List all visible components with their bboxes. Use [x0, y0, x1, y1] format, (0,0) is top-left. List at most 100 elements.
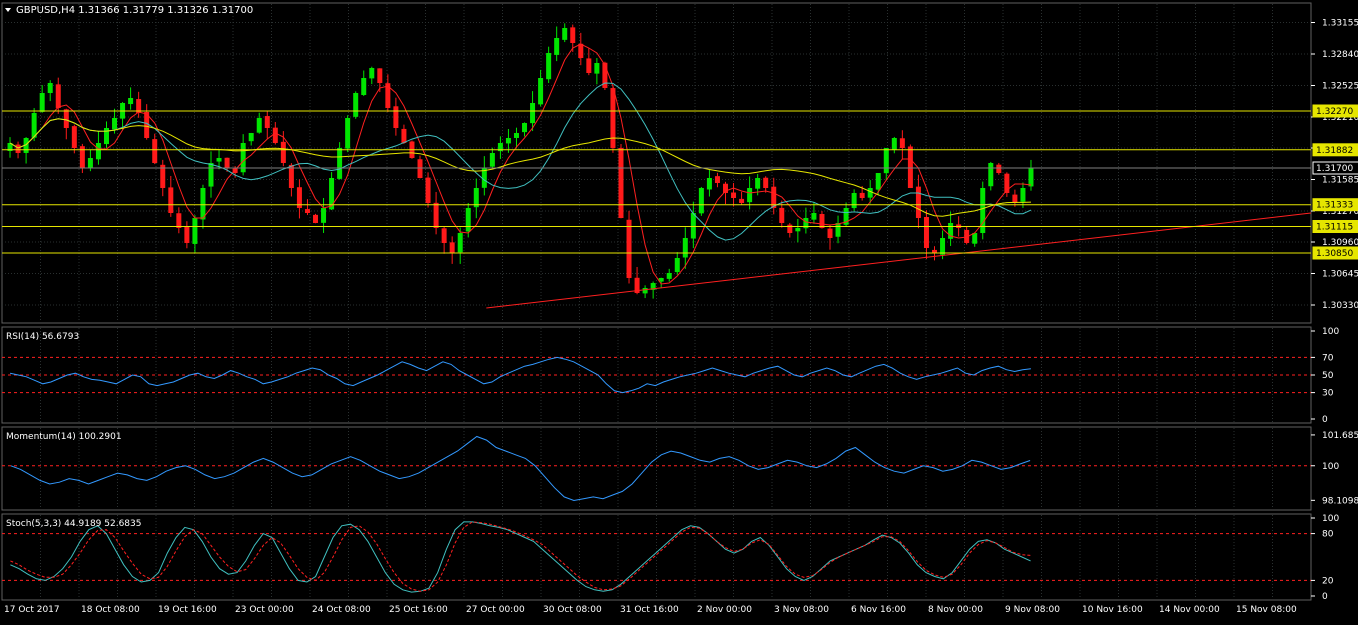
level-price-box	[1312, 220, 1358, 233]
candle-body	[393, 106, 399, 128]
level-price-label: 1.31882	[1316, 146, 1353, 156]
candle-body	[47, 83, 53, 94]
y-tick-label: 98.1098	[1322, 496, 1358, 506]
y-tick-label: 30	[1322, 389, 1334, 399]
triangle-down-icon[interactable]	[5, 8, 11, 12]
candle-body	[505, 138, 511, 144]
candle-body	[771, 186, 777, 208]
x-tick-label: 14 Nov 00:00	[1159, 605, 1220, 615]
candle-body	[449, 242, 455, 253]
candle-body	[441, 228, 447, 243]
stochastic-pane[interactable]: 100 80 20 0	[1, 513, 1339, 602]
y-tick-label: 1.31270	[1322, 207, 1358, 217]
candle-body	[304, 209, 310, 213]
candle-body	[184, 226, 190, 243]
candle-body	[71, 126, 77, 148]
candle-body	[465, 208, 471, 232]
candle-body	[313, 214, 319, 223]
candle-body	[634, 277, 640, 293]
candle-body	[811, 213, 817, 220]
candle-body	[883, 148, 889, 174]
candle-body	[128, 98, 134, 105]
candle-body	[988, 163, 994, 187]
candle-body	[690, 213, 696, 239]
x-tick-label: 3 Nov 08:00	[774, 605, 829, 615]
mom-frame	[1, 426, 1312, 511]
y-tick-label: 1.30645	[1322, 270, 1358, 280]
y-tick-label: 50	[1322, 371, 1334, 381]
candle-body	[345, 118, 351, 149]
candle-body	[867, 188, 873, 198]
candle-body	[666, 273, 672, 279]
x-tick-label: 18 Oct 08:00	[81, 605, 140, 615]
candle-body	[602, 62, 608, 88]
candle-body	[321, 208, 327, 223]
y-tick-label: 0	[1322, 415, 1328, 425]
candle-body	[594, 63, 600, 74]
candle-body	[698, 188, 704, 214]
x-tick-label: 8 Nov 00:00	[928, 605, 983, 615]
candle-body	[497, 143, 503, 152]
candle-body	[714, 176, 720, 183]
candle-body	[650, 283, 656, 290]
rsi-pane[interactable]: 100 70 50 30 0	[1, 326, 1339, 425]
level-price-label: 1.30850	[1316, 249, 1353, 259]
y-tick-label: 100	[1322, 514, 1339, 524]
candle-body	[377, 68, 383, 83]
y-tick-label: 1.31585	[1322, 176, 1358, 186]
y-tick-label: 80	[1322, 530, 1334, 540]
candle-body	[538, 78, 544, 105]
candle-body	[1004, 173, 1010, 193]
candle-body	[1012, 194, 1018, 203]
y-tick-label: 100	[1322, 462, 1339, 472]
level-price-box	[1312, 198, 1358, 212]
candle-body	[747, 188, 753, 203]
candle-body	[819, 214, 825, 228]
candle-body	[972, 233, 978, 244]
level-price-label: 1.31333	[1316, 201, 1353, 211]
candle-body	[899, 138, 905, 148]
candle-body	[763, 177, 769, 188]
candle-body	[578, 43, 584, 58]
level-price-box	[1312, 143, 1358, 157]
y-tick-label: 1.32210	[1322, 113, 1358, 123]
candle-body	[554, 38, 560, 55]
candle-body	[417, 159, 423, 178]
candle-body	[530, 103, 536, 124]
candle-body	[272, 127, 278, 143]
candle-body	[7, 143, 13, 151]
candle-body	[144, 111, 150, 138]
y-tick-label: 70	[1322, 353, 1334, 363]
candle-body	[95, 143, 101, 160]
candle-body	[481, 168, 487, 188]
stochastic-title: Stoch(5,3,3) 44.9189 52.6835	[6, 519, 141, 529]
candle-body	[296, 187, 302, 208]
candle-body	[996, 164, 1002, 173]
candle-body	[288, 164, 294, 188]
candle-body	[433, 202, 439, 228]
candle-body	[570, 27, 576, 43]
ma-fast-line	[9, 43, 1032, 285]
candle-body	[152, 139, 158, 163]
candle-body	[361, 78, 367, 95]
y-tick-label: 20	[1322, 576, 1334, 586]
candle-body	[932, 249, 938, 253]
candle-body	[948, 223, 954, 239]
candle-body	[827, 228, 833, 238]
momentum-pane[interactable]: 101.6852 100 98.1098	[1, 426, 1358, 511]
candle-body	[87, 158, 93, 168]
level-price-label: 1.32270	[1316, 107, 1353, 117]
y-tick-label: 1.30330	[1322, 301, 1358, 311]
candle-body	[264, 116, 270, 128]
y-tick-label: 1.32525	[1322, 82, 1358, 92]
candle-body	[940, 238, 946, 255]
x-tick-label: 25 Oct 16:00	[389, 605, 448, 615]
candle-body	[192, 218, 198, 244]
stoch-frame	[1, 513, 1312, 601]
price-pane[interactable]: 1.331551.328401.325251.322101.319001.315…	[1, 2, 1358, 324]
candle-body	[216, 158, 222, 162]
symbol-header: GBPUSD,H4 1.31366 1.31779 1.31326 1.3170…	[16, 5, 253, 16]
candle-body	[401, 128, 407, 143]
